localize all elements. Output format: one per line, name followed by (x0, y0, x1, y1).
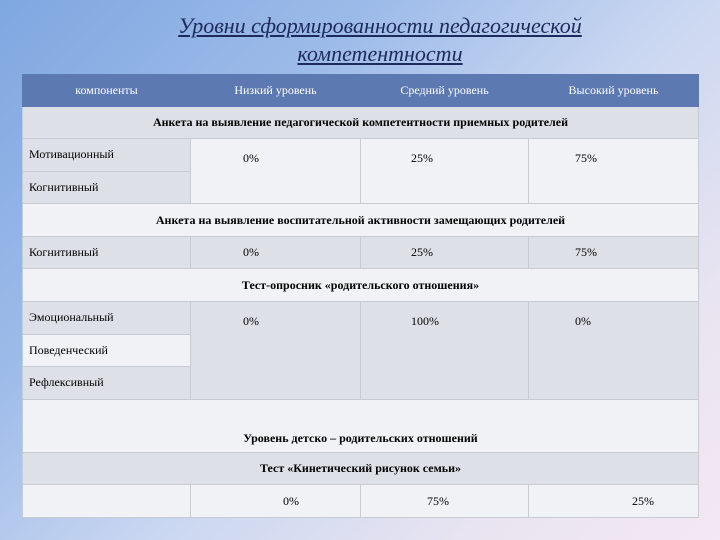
cell-high: 75% (528, 235, 699, 270)
table-header-row: компоненты Низкий уровень Средний уровен… (22, 74, 699, 107)
table-row: Когнитивный 0% 25% 75% (22, 235, 699, 270)
cell-medium: 75% (360, 484, 529, 518)
row-label (22, 484, 191, 518)
competence-table: компоненты Низкий уровень Средний уровен… (22, 74, 699, 518)
table-row: Когнитивный (22, 170, 699, 205)
table-row: Мотивационный 0% 25% 75% (22, 138, 699, 205)
row-label: Эмоциональный (22, 301, 191, 335)
row-label: Поведенческий (22, 333, 191, 368)
section-title: Тест «Кинетический рисунок семьи» (22, 451, 699, 486)
section-title-row: Анкета на выявление воспитательной актив… (22, 203, 699, 237)
page-title: Уровни сформированности педагогической к… (178, 13, 582, 66)
cell-high: 0% (528, 301, 699, 400)
table-row: 0% 75% 25% (22, 484, 699, 518)
table-row: Эмоциональный 0% 100% 0% (22, 301, 699, 400)
header-medium: Средний уровень (360, 74, 529, 107)
header-components: компоненты (22, 74, 191, 107)
cell-low: 0% (190, 235, 361, 270)
section-title-row: Анкета на выявление педагогической компе… (22, 105, 699, 140)
header-low: Низкий уровень (190, 74, 361, 107)
cell-high: 25% (528, 484, 699, 518)
cell-medium: 100% (360, 301, 529, 400)
header-high: Высокий уровень (528, 74, 699, 107)
section-title: Анкета на выявление воспитательной актив… (22, 203, 699, 237)
section-title-row: Тест-опросник «родительского отношения» (22, 268, 699, 303)
row-label: Рефлексивный (22, 366, 191, 400)
section-title: Анкета на выявление педагогической компе… (22, 105, 699, 140)
table-row: Поведенческий (22, 333, 699, 368)
section-title-row: Тест «Кинетический рисунок семьи» (22, 451, 699, 486)
row-label: Когнитивный (22, 235, 191, 270)
row-label: Мотивационный (22, 138, 191, 172)
section-title: Уровень детско – родительских отношений (22, 398, 699, 453)
cell-high: 75% (528, 138, 699, 205)
row-label: Когнитивный (22, 170, 191, 205)
section-title: Тест-опросник «родительского отношения» (22, 268, 699, 303)
cell-medium: 25% (360, 235, 529, 270)
cell-low: 0% (190, 484, 361, 518)
cell-low: 0% (190, 138, 361, 205)
cell-low: 0% (190, 301, 361, 400)
cell-medium: 25% (360, 138, 529, 205)
section-title-row: Уровень детско – родительских отношений (22, 398, 699, 453)
